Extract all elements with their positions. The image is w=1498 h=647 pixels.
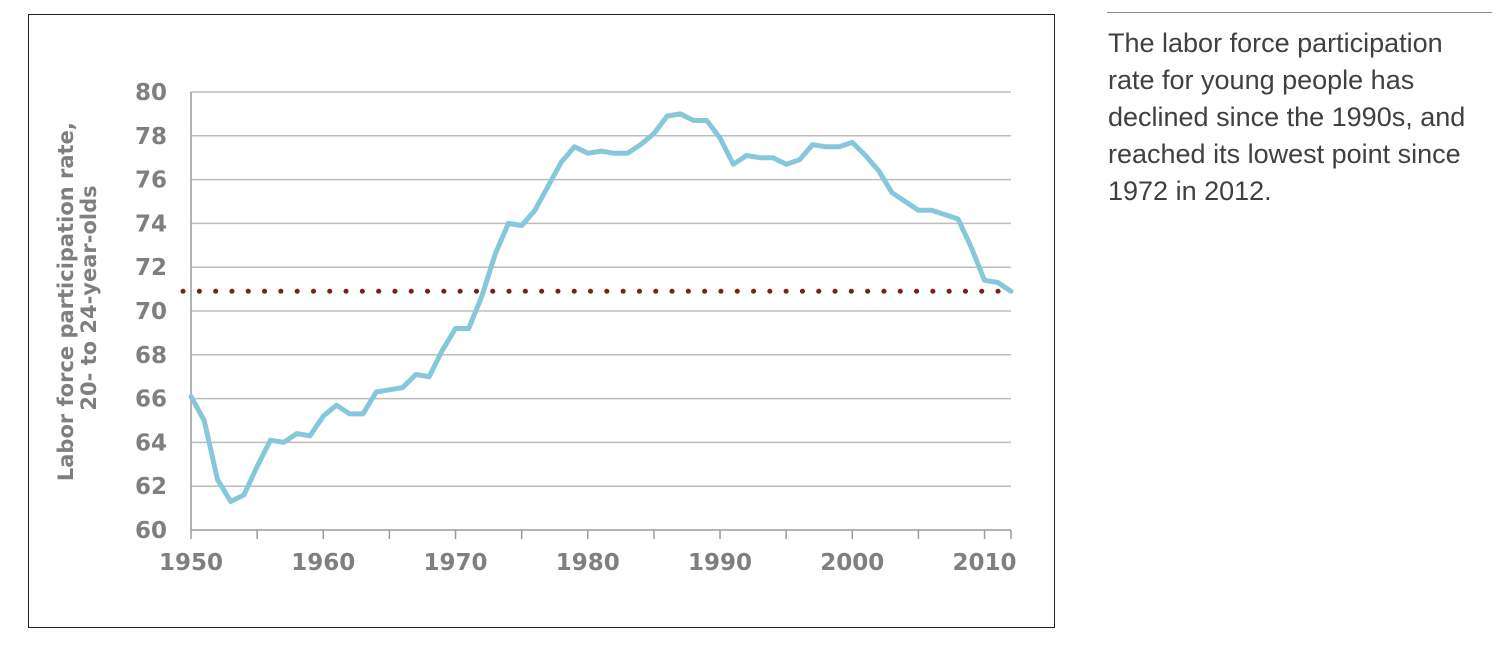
series-line xyxy=(188,111,1014,504)
x-tick-label: 1990 xyxy=(688,550,752,576)
grid-lines xyxy=(191,91,1011,487)
y-tick-label: 72 xyxy=(135,255,167,281)
y-axis-label: Labor force participation rate, 20- to 2… xyxy=(54,115,101,481)
series-layer xyxy=(188,111,1014,504)
x-tick-label: 1980 xyxy=(556,550,620,576)
x-tick-label: 1970 xyxy=(424,550,488,576)
caption-divider xyxy=(1107,12,1492,13)
y-tick-label: 64 xyxy=(135,430,167,456)
y-tick-label: 68 xyxy=(135,343,167,369)
chart-caption: The labor force participation rate for y… xyxy=(1108,28,1466,206)
x-tick-label: 1960 xyxy=(291,550,355,576)
y-tick-label: 78 xyxy=(135,124,167,150)
y-tick-label: 60 xyxy=(135,518,167,544)
y-tick-label: 62 xyxy=(135,474,167,500)
x-tick-label: 2010 xyxy=(953,550,1017,576)
y-tick-label: 70 xyxy=(135,299,167,325)
y-tick-labels: 60 62 64 66 68 70 72 74 76 78 80 xyxy=(135,80,167,544)
axes xyxy=(190,92,1012,539)
y-tick-label: 80 xyxy=(135,80,167,106)
x-tick-label: 2000 xyxy=(820,550,884,576)
x-tick-label: 1950 xyxy=(159,550,223,576)
y-tick-label: 66 xyxy=(135,387,167,413)
y-tick-label: 74 xyxy=(135,211,167,237)
y-tick-label: 76 xyxy=(135,168,167,194)
y-axis-label-line1: Labor force participation rate, xyxy=(54,122,78,481)
x-tick-labels: 1950 1960 1970 1980 1990 2000 2010 xyxy=(159,550,1017,576)
chart-frame: 60 62 64 66 68 70 72 74 76 78 80 1950 1960 1970 1980 1… xyxy=(28,14,1055,628)
y-axis-label-line2: 20- to 24-year-olds xyxy=(77,185,101,410)
